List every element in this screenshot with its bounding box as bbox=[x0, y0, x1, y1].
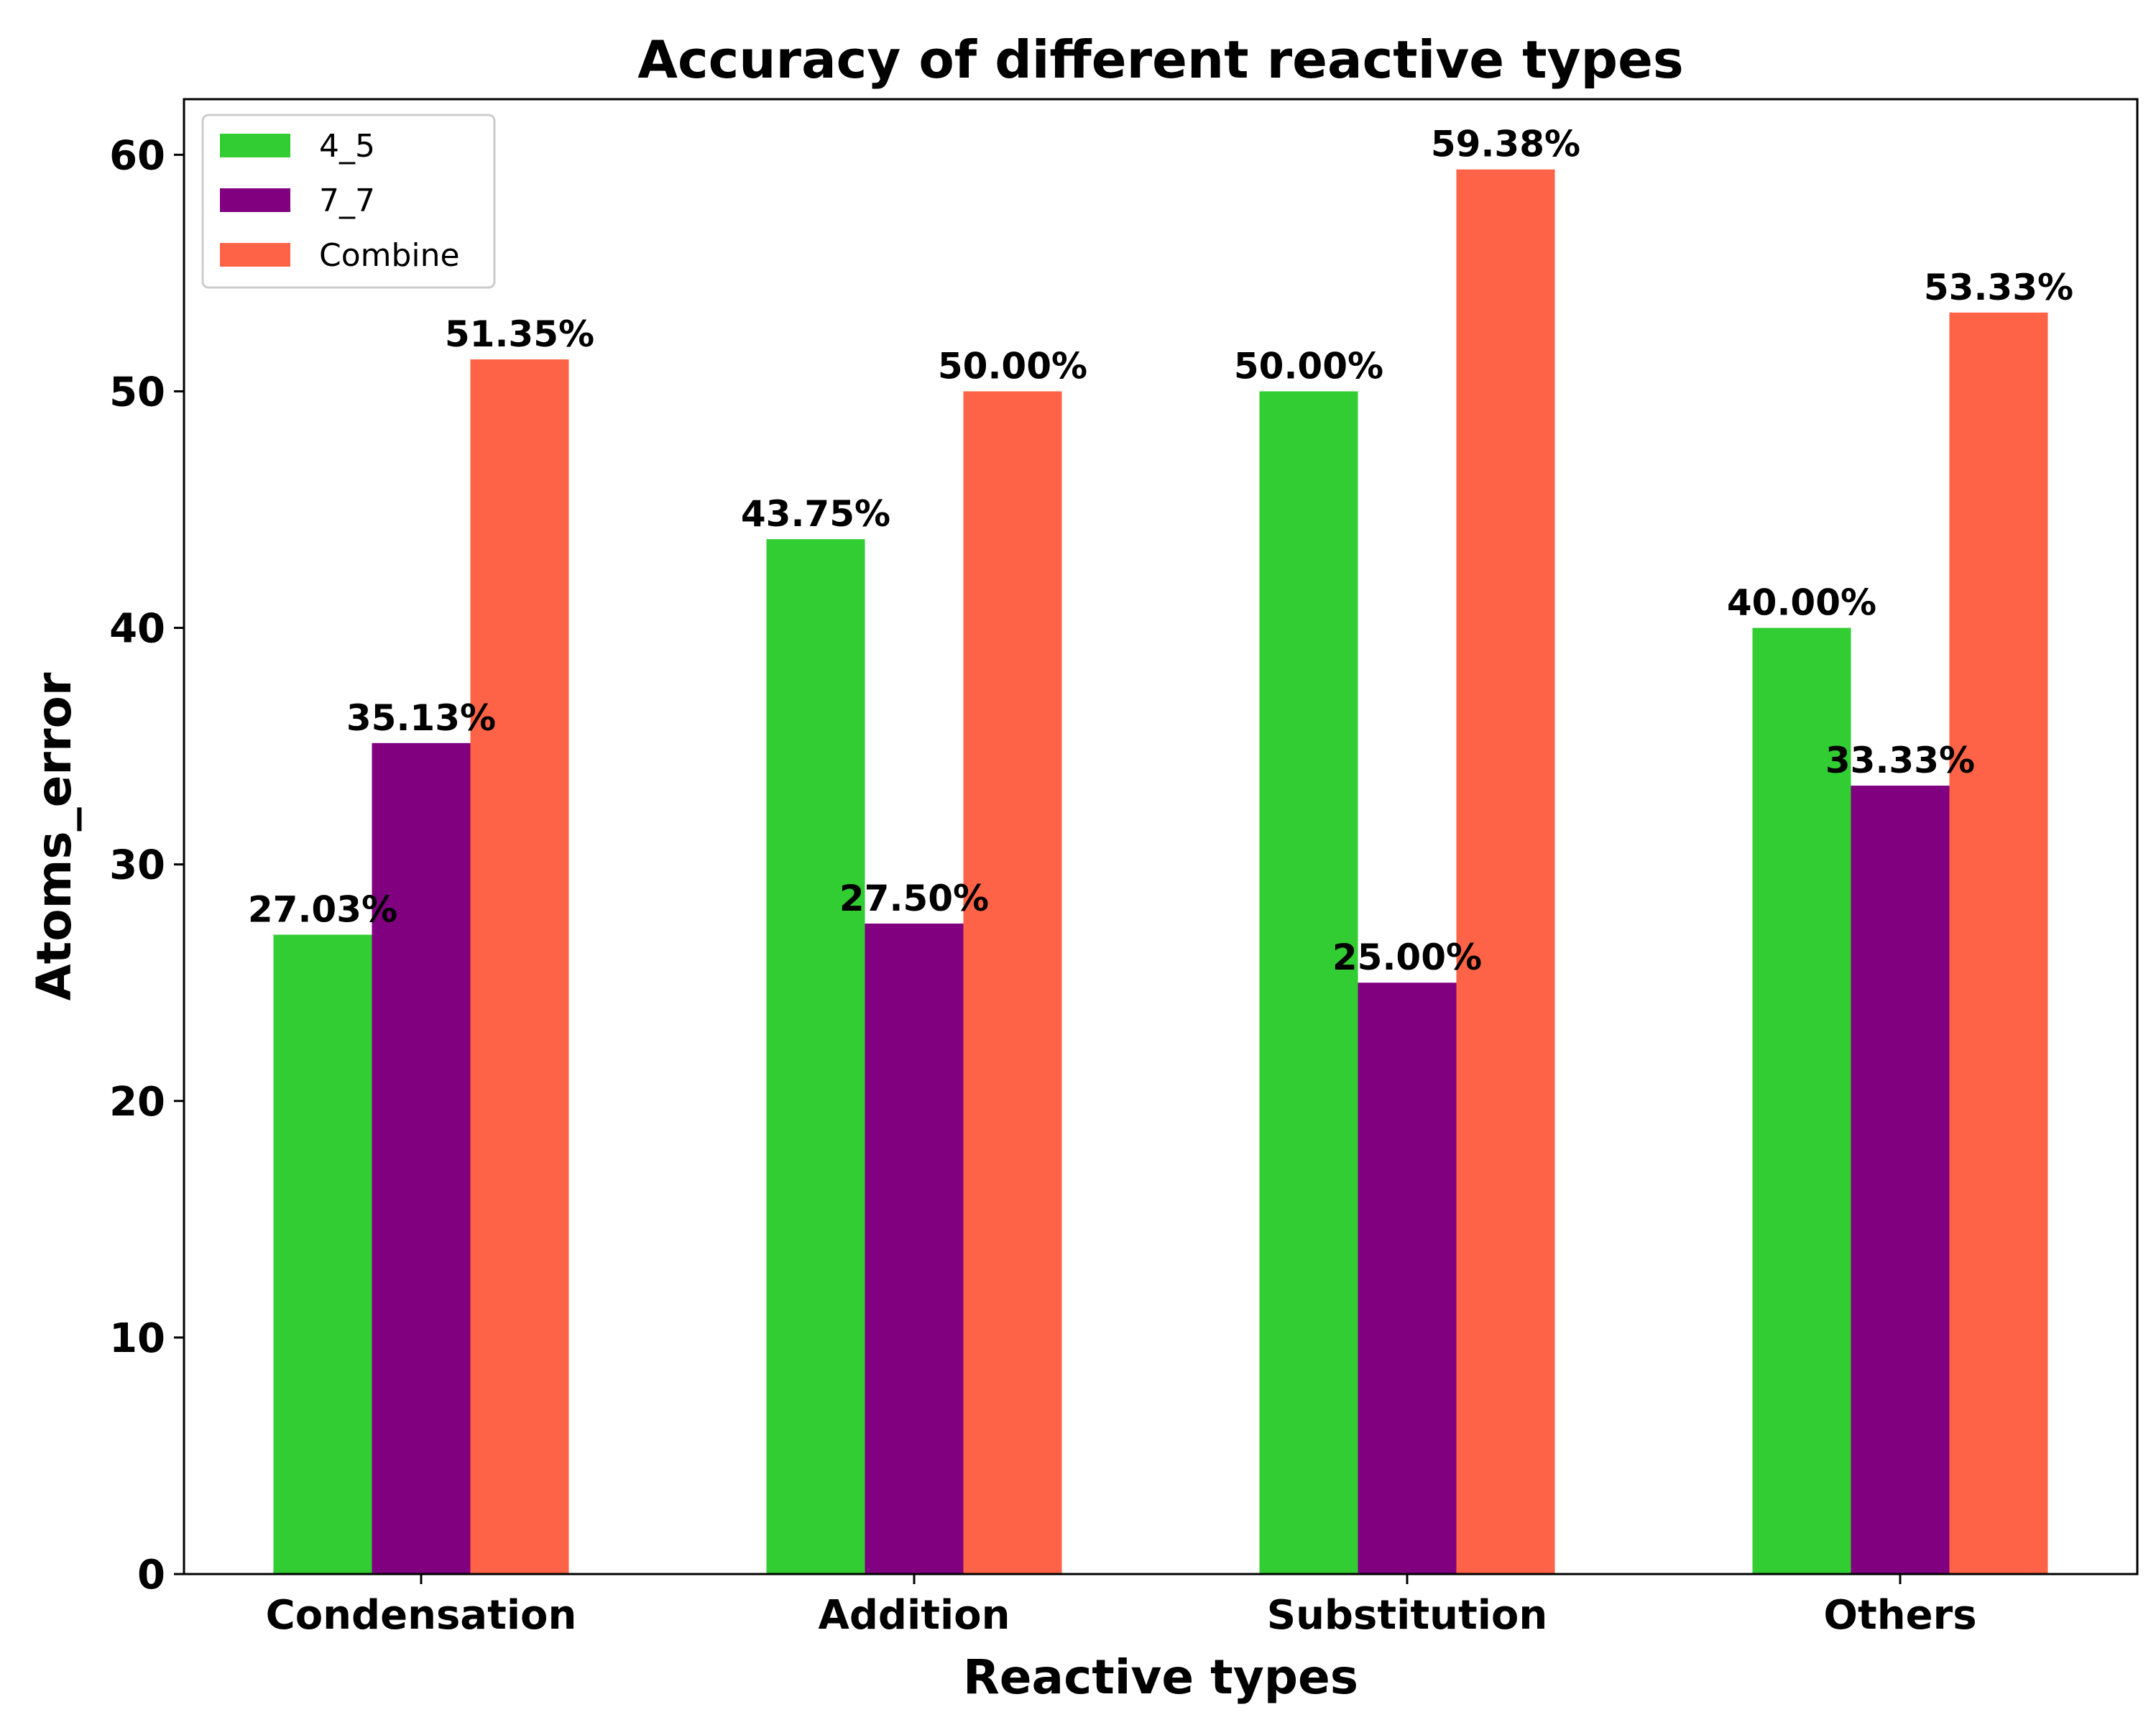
x-tick-label-condensation: Condensation bbox=[266, 1592, 577, 1639]
bar-7_7-condensation bbox=[372, 742, 471, 1574]
bar-Combine-addition bbox=[963, 391, 1062, 1574]
legend-swatch-Combine bbox=[220, 243, 290, 267]
y-axis: 0 10 20 30 40 50 60 bbox=[109, 132, 184, 1598]
legend: 4_5 7_7 Combine bbox=[201, 114, 496, 289]
data-label-7_7-substitution: 25.00% bbox=[1332, 937, 1482, 978]
bar-7_7-others bbox=[1851, 786, 1950, 1574]
y-tick-label-0: 0 bbox=[137, 1552, 165, 1598]
data-label-4_5-addition: 43.75% bbox=[741, 493, 890, 535]
y-tick-label-30: 30 bbox=[109, 842, 165, 889]
data-label-7_7-condensation: 35.13% bbox=[346, 697, 496, 739]
y-tick-label-60: 60 bbox=[109, 132, 165, 179]
chart-title: Accuracy of different reactive types bbox=[637, 29, 1684, 90]
data-label-4_5-others: 40.00% bbox=[1727, 582, 1876, 624]
y-tick-label-40: 40 bbox=[109, 606, 165, 653]
data-label-7_7-addition: 27.50% bbox=[839, 878, 989, 919]
bar-7_7-addition bbox=[865, 923, 964, 1574]
data-label-4_5-condensation: 27.03% bbox=[248, 888, 397, 930]
y-tick-label-20: 20 bbox=[109, 1079, 165, 1126]
bar-7_7-substitution bbox=[1358, 983, 1457, 1574]
plot-frame bbox=[183, 98, 2139, 1576]
legend-label-4_5: 4_5 bbox=[319, 128, 375, 165]
legend-swatch-7_7 bbox=[220, 188, 290, 212]
legend-swatch-4_5 bbox=[220, 134, 290, 157]
x-tick-label-substitution: Substitution bbox=[1267, 1592, 1548, 1639]
y-tick-label-50: 50 bbox=[109, 369, 165, 415]
bar-Combine-condensation bbox=[470, 359, 569, 1574]
bar-Combine-substitution bbox=[1456, 169, 1555, 1575]
legend-label-7_7: 7_7 bbox=[319, 183, 375, 219]
data-label-Combine-others: 53.33% bbox=[1924, 267, 2073, 308]
data-label-Combine-substitution: 59.38% bbox=[1431, 124, 1580, 165]
y-axis-label: Atoms_error bbox=[27, 672, 82, 1000]
data-label-Combine-condensation: 51.35% bbox=[445, 313, 594, 355]
bars-layer bbox=[273, 169, 2048, 1575]
x-tick-label-addition: Addition bbox=[818, 1592, 1010, 1639]
bar-4_5-substitution bbox=[1259, 391, 1358, 1574]
data-label-4_5-substitution: 50.00% bbox=[1234, 345, 1383, 387]
x-axis-label: Reactive types bbox=[963, 1650, 1358, 1705]
bar-4_5-condensation bbox=[273, 934, 372, 1574]
data-label-Combine-addition: 50.00% bbox=[938, 345, 1087, 387]
data-label-7_7-others: 33.33% bbox=[1825, 740, 1975, 781]
legend-label-Combine: Combine bbox=[319, 237, 460, 274]
data-labels-layer: 27.03% 43.75% 50.00% 40.00% 35.13% 27.50% 25.0… bbox=[248, 124, 2073, 978]
x-tick-label-others: Others bbox=[1823, 1592, 1976, 1639]
bar-4_5-addition bbox=[766, 539, 865, 1575]
x-axis: Condensation Addition Substitution Others bbox=[266, 1574, 1977, 1639]
y-tick-label-10: 10 bbox=[109, 1315, 165, 1362]
bar-Combine-others bbox=[1949, 312, 2048, 1575]
bar-4_5-others bbox=[1752, 627, 1851, 1574]
